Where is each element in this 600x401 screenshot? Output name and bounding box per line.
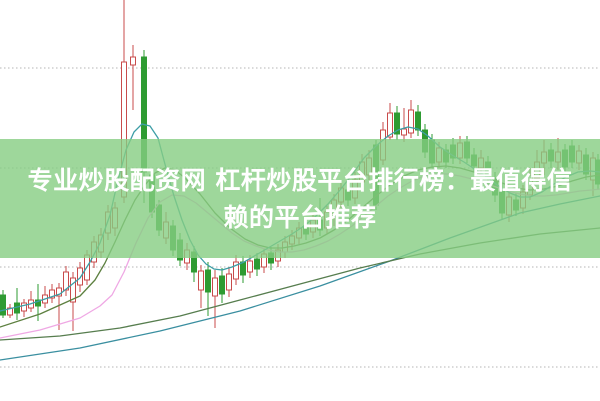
candle (233, 255, 239, 285)
candle (394, 106, 400, 140)
candle (14, 288, 20, 320)
candle (408, 100, 414, 138)
candle (226, 267, 232, 297)
candle (415, 105, 421, 136)
headline-line-2: 赖的平台推荐 (223, 202, 377, 232)
candle (198, 265, 204, 308)
candle (240, 256, 246, 283)
candle (21, 299, 27, 317)
candle (212, 270, 218, 328)
candle (35, 284, 41, 321)
headline-banner: 专业炒股配资网 杠杆炒股平台排行榜：最值得信 赖的平台推荐 (0, 139, 600, 258)
headline-line-1: 专业炒股配资网 杠杆炒股平台排行榜：最值得信 (27, 165, 573, 195)
candle (63, 266, 69, 296)
candle (0, 290, 6, 318)
candle (77, 262, 83, 292)
candle (7, 304, 13, 318)
candle (70, 272, 76, 331)
candle (28, 291, 34, 312)
candle (219, 268, 225, 303)
candle (401, 108, 407, 142)
candle (130, 45, 136, 110)
candle (49, 284, 55, 303)
candle (42, 286, 48, 308)
